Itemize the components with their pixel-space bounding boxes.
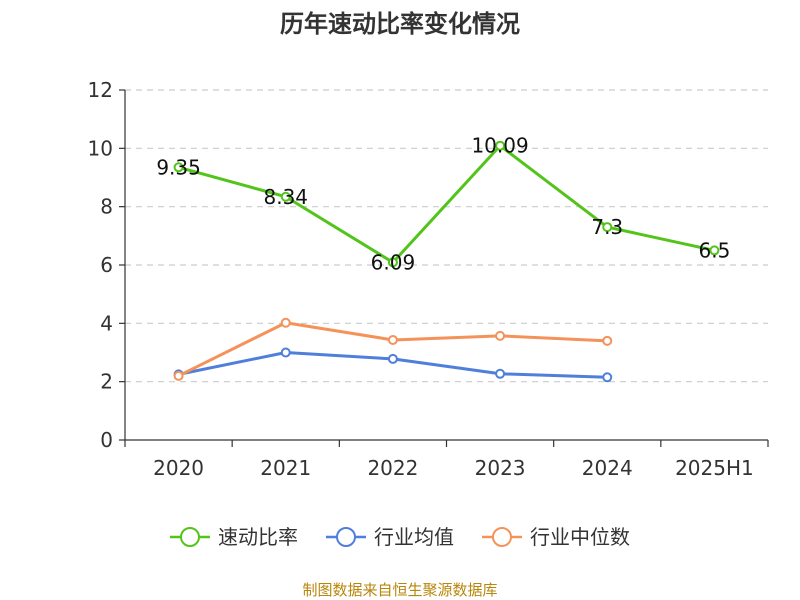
legend-item[interactable]: 行业均值 bbox=[326, 525, 454, 549]
x-tick-label: 2024 bbox=[582, 456, 633, 480]
data-point bbox=[387, 353, 398, 364]
y-tick-label: 0 bbox=[100, 428, 113, 452]
axes: 0 2 4 6 8 10 12 2020 2021 2022 2023 2024 2025H1 bbox=[88, 78, 769, 480]
data-label: 9.35 bbox=[156, 155, 201, 179]
y-tick-label: 10 bbox=[88, 136, 113, 160]
y-tick-label: 12 bbox=[88, 78, 113, 102]
data-point bbox=[387, 334, 398, 345]
legend[interactable]: 速动比率 行业均值 行业中位数 bbox=[170, 525, 630, 549]
data-point bbox=[602, 335, 613, 346]
data-point bbox=[602, 372, 613, 383]
legend-marker bbox=[492, 527, 512, 547]
data-point bbox=[387, 257, 398, 268]
source-note: 制图数据来自恒生聚源数据库 bbox=[302, 581, 497, 599]
legend-item[interactable]: 速动比率 bbox=[170, 525, 298, 549]
data-point bbox=[173, 162, 184, 173]
data-point bbox=[495, 140, 506, 151]
series-lines bbox=[173, 140, 720, 383]
data-point bbox=[495, 330, 506, 341]
series-line bbox=[178, 144, 715, 264]
x-tick-label: 2020 bbox=[153, 456, 204, 480]
grid-lines bbox=[125, 89, 768, 383]
legend-label: 速动比率 bbox=[218, 525, 298, 549]
data-label: 6.5 bbox=[699, 238, 731, 262]
chart-title: 历年速动比率变化情况 bbox=[280, 10, 520, 38]
data-labels: 9.35 8.34 6.09 10.09 7.3 6.5 bbox=[156, 134, 730, 275]
data-point bbox=[280, 317, 291, 328]
data-point bbox=[280, 191, 291, 202]
y-tick-label: 2 bbox=[100, 370, 113, 394]
data-point bbox=[173, 370, 184, 381]
legend-item[interactable]: 行业中位数 bbox=[482, 525, 630, 549]
series-line bbox=[177, 321, 608, 378]
data-point bbox=[709, 245, 720, 256]
y-tick-label: 6 bbox=[100, 253, 113, 277]
x-tick-label: 2023 bbox=[475, 456, 526, 480]
legend-label: 行业均值 bbox=[374, 525, 454, 549]
data-label: 8.34 bbox=[263, 185, 308, 209]
x-tick-label: 2025H1 bbox=[675, 456, 754, 480]
x-tick-label: 2022 bbox=[367, 456, 418, 480]
data-label: 7.3 bbox=[591, 215, 623, 239]
data-point bbox=[602, 222, 613, 233]
y-tick-label: 4 bbox=[100, 311, 113, 335]
data-label: 6.09 bbox=[371, 250, 416, 274]
y-tick-label: 8 bbox=[100, 195, 113, 219]
data-point bbox=[495, 368, 506, 379]
legend-label: 行业中位数 bbox=[530, 525, 630, 549]
data-point bbox=[280, 347, 291, 358]
legend-marker bbox=[180, 527, 200, 547]
data-label: 10.09 bbox=[471, 134, 528, 158]
x-tick-label: 2021 bbox=[260, 456, 311, 480]
legend-marker bbox=[336, 527, 356, 547]
